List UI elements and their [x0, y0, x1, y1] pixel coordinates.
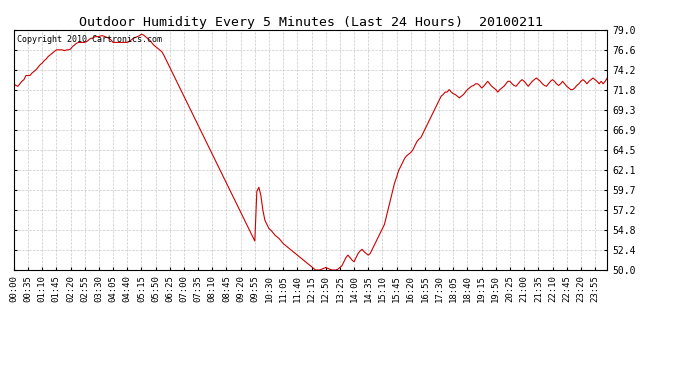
Text: Copyright 2010 Cartronics.com: Copyright 2010 Cartronics.com	[17, 35, 161, 44]
Title: Outdoor Humidity Every 5 Minutes (Last 24 Hours)  20100211: Outdoor Humidity Every 5 Minutes (Last 2…	[79, 16, 542, 29]
